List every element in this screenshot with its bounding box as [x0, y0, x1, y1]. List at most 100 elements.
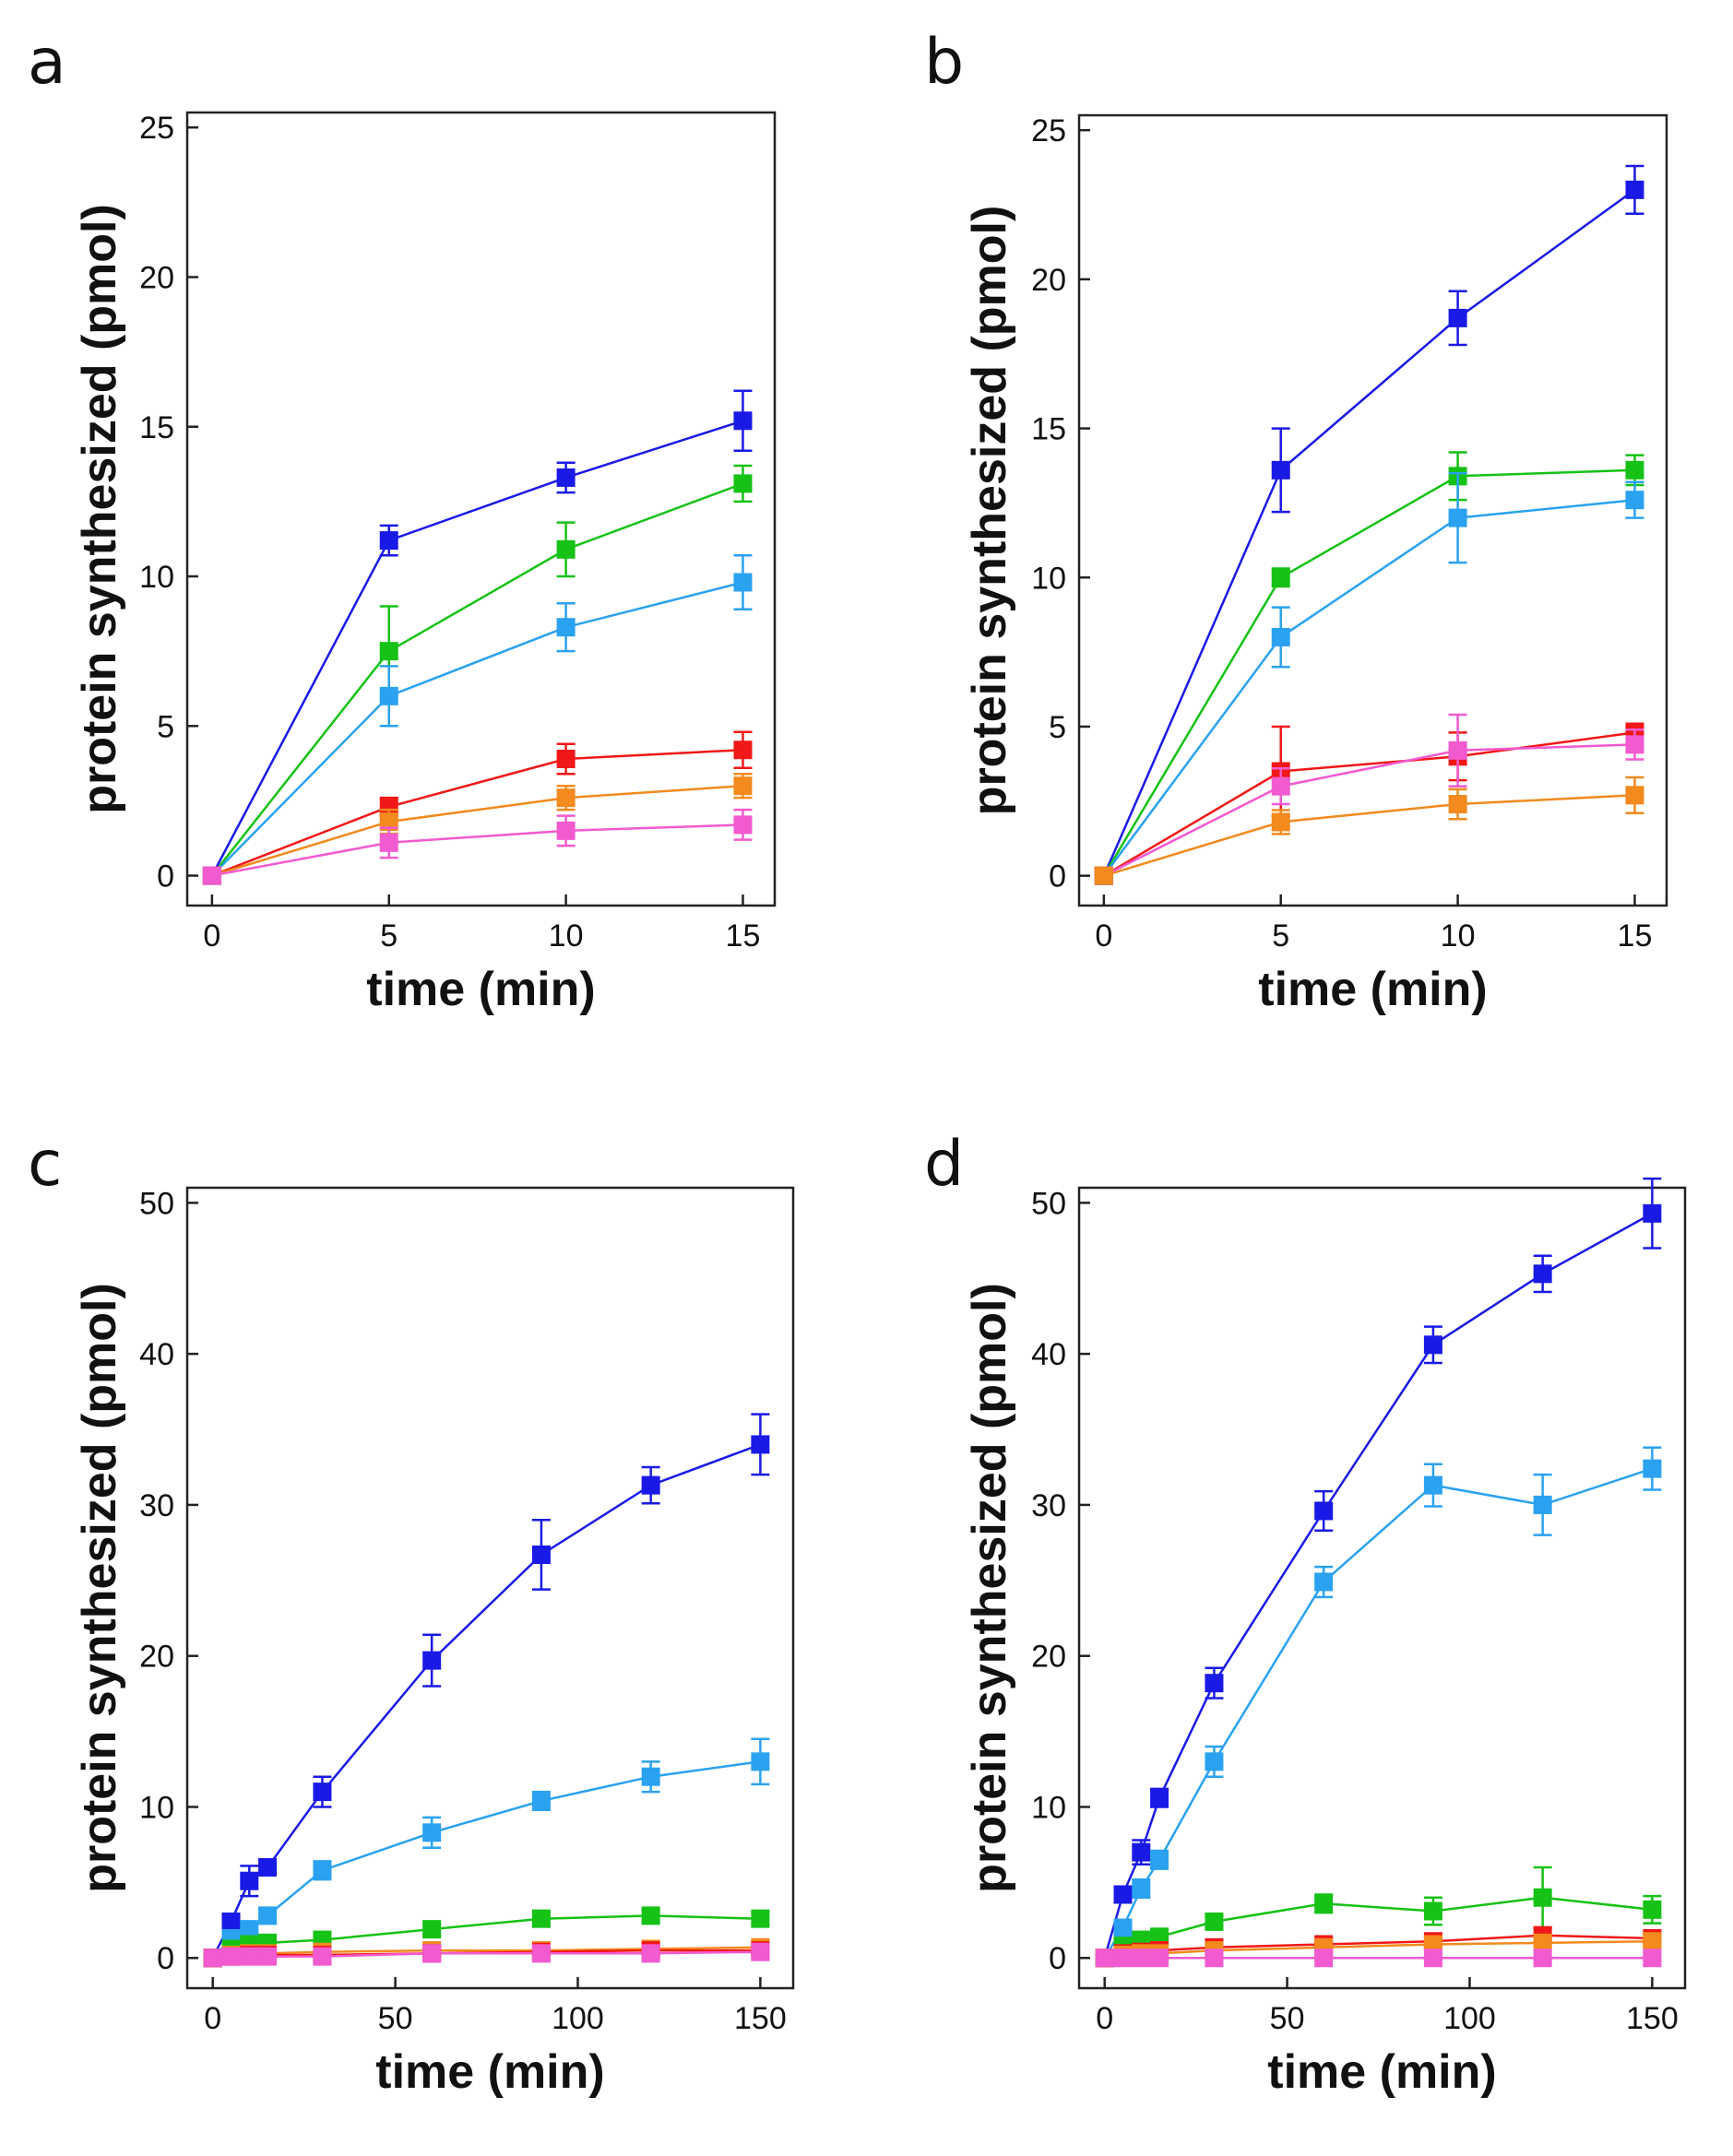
series-magenta	[1095, 1949, 1662, 1968]
data-point	[1150, 1949, 1169, 1968]
y-tick-label: 20	[1031, 1640, 1066, 1675]
y-tick-label: 25	[1031, 113, 1066, 148]
data-point	[1643, 1900, 1662, 1919]
y-tick-label: 40	[139, 1337, 174, 1372]
data-point	[556, 821, 576, 840]
data-point	[422, 1920, 442, 1939]
chart-panel-d: d 0 50 100 150 0 10 20 30 40 50 time (min) protein s…	[924, 1128, 1687, 2099]
data-point	[202, 866, 221, 885]
data-point	[1205, 1949, 1224, 1968]
data-point	[240, 1920, 259, 1939]
chart-panel-a: a 0 5 10 15 0 5 10 15 20 25 time (min) protein synth…	[28, 26, 777, 1016]
series-line-orange	[211, 784, 743, 877]
data-point	[1448, 508, 1467, 527]
y-axis-title: protein synthesized (pmol)	[963, 1283, 1016, 1893]
data-point	[556, 749, 576, 768]
data-point	[1132, 1878, 1151, 1898]
data-point	[1533, 1495, 1552, 1514]
data-point	[258, 1947, 278, 1966]
panel-letter: a	[28, 26, 66, 99]
series-dark-blue	[203, 1413, 770, 1968]
data-point	[1205, 1912, 1224, 1931]
plot-frame	[185, 1186, 795, 1990]
data-point	[1271, 776, 1290, 796]
series-light-blue	[1095, 1446, 1662, 1968]
data-point	[1448, 795, 1467, 814]
series-line-dark-blue	[211, 1443, 761, 1959]
data-point	[1271, 627, 1290, 646]
data-point	[422, 1651, 442, 1670]
x-tick-label: 0	[1095, 918, 1112, 954]
data-point	[1643, 1932, 1662, 1951]
x-tick-label: 50	[378, 2001, 413, 2036]
data-point	[556, 788, 576, 808]
y-tick-label: 5	[157, 709, 174, 744]
data-point	[751, 1752, 770, 1771]
x-axis-title: time (min)	[366, 963, 595, 1016]
series-line-green	[210, 482, 743, 877]
data-point	[1271, 460, 1290, 480]
series-light-blue	[202, 554, 753, 885]
data-point	[733, 474, 753, 493]
data-point	[531, 1944, 551, 1963]
data-point	[1205, 1752, 1224, 1771]
data-point	[751, 1942, 770, 1961]
y-tick-label: 0	[157, 859, 174, 894]
series-line-dark-blue	[1102, 188, 1636, 877]
data-point	[751, 1909, 770, 1928]
data-point	[1625, 786, 1644, 805]
data-point	[379, 531, 398, 551]
data-point	[641, 1475, 660, 1495]
data-point	[1132, 1949, 1151, 1968]
y-axis-title: protein synthesized (pmol)	[963, 206, 1016, 816]
data-point	[556, 468, 576, 487]
x-tick-label: 15	[726, 918, 761, 954]
data-point	[1314, 1894, 1334, 1913]
data-point	[1423, 1335, 1442, 1355]
y-tick-label: 20	[139, 260, 174, 295]
data-point	[1423, 1901, 1442, 1921]
y-tick-label: 0	[1049, 1941, 1066, 1976]
x-tick-label: 5	[1272, 918, 1289, 954]
data-point	[379, 642, 398, 661]
series-line-light-blue	[211, 1760, 761, 1960]
series-line-dark-blue	[210, 420, 743, 877]
data-point	[531, 1791, 551, 1810]
data-point	[1448, 308, 1467, 327]
panel-letter: b	[924, 26, 964, 99]
y-tick-label: 50	[1031, 1186, 1066, 1221]
data-point	[1095, 1949, 1114, 1968]
chart-panel-b: b 0 5 10 15 0 5 10 15 20 25 time (min) protein synth…	[924, 26, 1668, 1016]
data-point	[1625, 180, 1644, 199]
data-point	[531, 1909, 551, 1928]
data-point	[1314, 1949, 1334, 1968]
series-line-red	[1103, 731, 1635, 877]
series-line-light-blue	[211, 581, 743, 877]
y-tick-label: 30	[139, 1488, 174, 1523]
data-point	[221, 1912, 241, 1931]
y-tick-label: 15	[139, 410, 174, 445]
series-line-light-blue	[1103, 1467, 1653, 1959]
data-point	[313, 1783, 332, 1802]
y-tick-label: 15	[1031, 412, 1066, 447]
x-tick-label: 10	[1441, 918, 1476, 954]
x-tick-label: 0	[1096, 2001, 1113, 2036]
series-line-green	[1102, 468, 1635, 877]
data-point	[258, 1857, 278, 1877]
y-tick-label: 20	[1031, 263, 1066, 298]
series-line-red	[211, 748, 743, 877]
y-tick-label: 25	[139, 111, 174, 146]
data-point	[379, 686, 398, 705]
series-line-orange	[1103, 794, 1635, 877]
y-tick-label: 10	[1031, 561, 1066, 596]
data-point	[733, 740, 753, 760]
series-magenta	[203, 1942, 770, 1968]
data-point	[1625, 491, 1644, 510]
series-orange	[1094, 776, 1644, 885]
x-tick-label: 150	[1626, 2001, 1679, 2036]
x-tick-label: 150	[734, 2001, 787, 2036]
plot-frame	[1077, 113, 1668, 907]
x-tick-label: 100	[552, 2001, 604, 2036]
data-point	[1150, 1850, 1169, 1869]
x-tick-label: 50	[1270, 2001, 1305, 2036]
